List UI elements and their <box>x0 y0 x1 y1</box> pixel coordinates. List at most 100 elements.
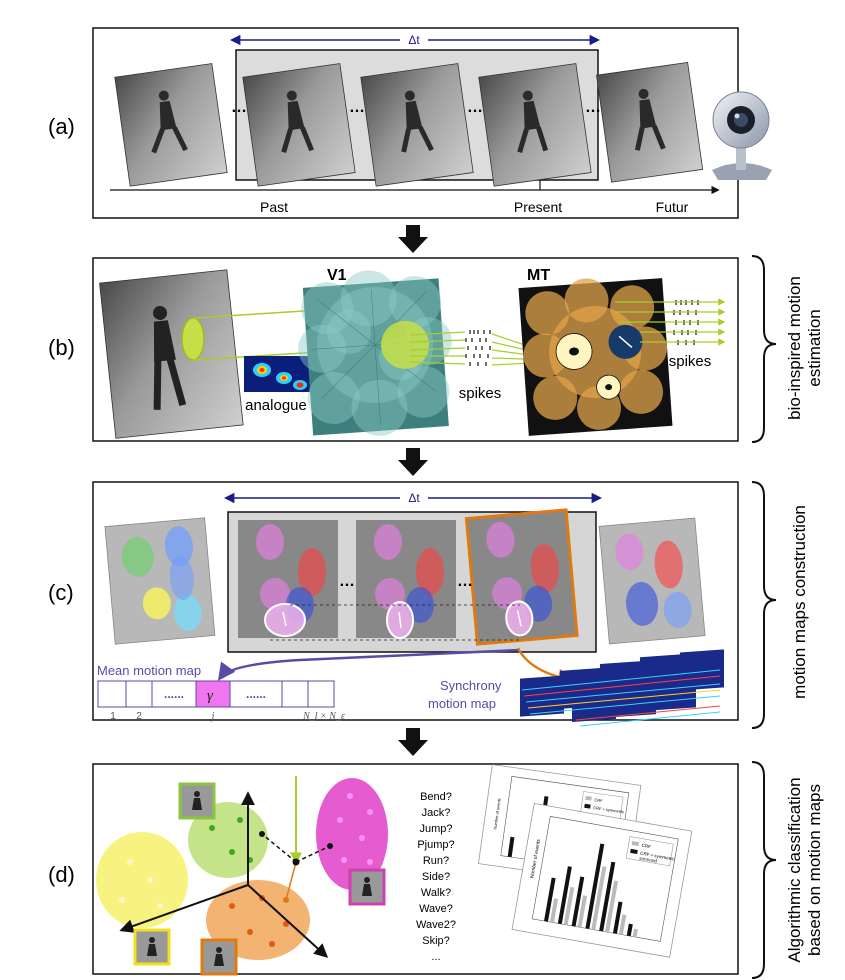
delta-t-c-bg <box>400 490 428 504</box>
tick-1: 1 <box>110 711 116 722</box>
panel-d-label: (d) <box>48 862 75 887</box>
panel-a: Δt … … <box>48 27 772 219</box>
class-jack: Jack? <box>422 807 451 819</box>
video-frames <box>114 61 704 187</box>
ylabel-back: Number of events <box>492 798 501 830</box>
mt-output-lines <box>615 298 726 346</box>
thumb-green <box>178 782 216 820</box>
sync-label-1: Synchrony <box>440 678 502 693</box>
gamma-symbol: γ <box>207 688 214 704</box>
mean-motion-vector: ...... ...... γ <box>97 680 335 708</box>
class-pjump: Pjump? <box>417 839 454 851</box>
legend-front-crf-surround: CRF + symmetric <box>640 851 676 862</box>
side-labels: bio-inspired motion estimation motion ma… <box>785 276 824 962</box>
tick-j: j <box>210 711 215 722</box>
dist-green <box>261 833 297 863</box>
mt-map <box>518 278 673 436</box>
class-side: Side? <box>422 871 450 883</box>
flow-arrow-bc <box>398 448 428 476</box>
frame-past <box>114 63 228 187</box>
spikes-label-2: spikes <box>669 353 712 370</box>
thumb-yellow <box>133 928 171 966</box>
dots-2: … <box>349 99 365 116</box>
delta-t-bg <box>400 32 428 46</box>
dots-c-1: … <box>339 573 355 590</box>
dots-1: … <box>231 99 247 116</box>
side-label-c: motion maps construction <box>790 505 809 699</box>
frame-c-1 <box>238 520 338 638</box>
receptive-field-patch <box>181 317 205 361</box>
thumb-magenta <box>348 868 386 906</box>
vector-dots-right: ...... <box>246 687 266 701</box>
dist-magenta <box>295 845 331 863</box>
dots-4: … <box>585 99 601 116</box>
axis-y <box>247 884 329 958</box>
class-list: Bend? Jack? Jump? Pjump? Run? Side? Walk… <box>416 791 456 963</box>
side-label-b-1: bio-inspired motion <box>785 276 804 420</box>
timeline-past: Past <box>260 199 288 215</box>
v1-map <box>298 270 452 436</box>
dist-orange <box>285 861 297 901</box>
panel-c: Δt <box>48 481 739 727</box>
class-walk: Walk? <box>421 887 451 899</box>
side-label-b-2: estimation <box>805 309 824 386</box>
brace-c <box>751 481 777 729</box>
thumb-orange <box>200 938 238 976</box>
delta-t-label-c: Δt <box>408 491 420 505</box>
panel-b: analogue V1 sp <box>48 257 739 442</box>
brace-d <box>751 761 777 979</box>
query-point <box>292 858 300 866</box>
class-more: ... <box>431 951 440 963</box>
v1-label: V1 <box>327 267 347 284</box>
mean-motion-map-label: Mean motion map <box>97 663 201 678</box>
overlay-frames <box>104 508 706 646</box>
sync-label-2: motion map <box>428 696 496 711</box>
frame-c-future <box>598 517 706 645</box>
tick-2: 2 <box>136 711 142 722</box>
class-skip: Skip? <box>422 935 450 947</box>
timeline-present: Present <box>514 199 562 215</box>
spikes-label-1: spikes <box>459 385 502 402</box>
class-jump: Jump? <box>419 823 452 835</box>
frame-3 <box>478 63 592 187</box>
delta-t-label: Δt <box>408 33 420 47</box>
tick-last: N_l × N_ε <box>302 711 345 722</box>
frame-1 <box>242 63 356 187</box>
class-bend: Bend? <box>420 791 452 803</box>
brace-b <box>751 255 777 443</box>
dots-3: … <box>467 99 483 116</box>
spike-train-1 <box>465 330 491 366</box>
mt-label: MT <box>527 267 550 284</box>
analogue-heatmap <box>244 356 310 392</box>
vector-dots-left: ...... <box>164 687 184 701</box>
frame-c-past <box>104 517 216 645</box>
class-wave2: Wave2? <box>416 919 456 931</box>
panel-d: Bend? Jack? Jump? Pjump? Run? Side? Walk… <box>48 763 739 976</box>
timeline-future: Futur <box>656 199 689 215</box>
synchrony-matrices <box>520 649 724 727</box>
frame-c-2 <box>356 520 456 639</box>
analogue-label: analogue <box>245 397 307 414</box>
class-run: Run? <box>423 855 449 867</box>
frame-c-3 <box>464 508 579 646</box>
legend-back-surround: CRF + symmetric <box>593 805 624 814</box>
feature-space <box>96 776 388 976</box>
panel-b-label: (b) <box>48 335 75 360</box>
dots-c-2: … <box>457 573 473 590</box>
cluster-yellow <box>96 832 188 928</box>
legend-back-crf: CRF <box>594 797 603 803</box>
legend-front-crf: CRF <box>641 843 651 850</box>
class-wave: Wave? <box>419 903 453 915</box>
side-label-d-2: based on motion maps <box>805 784 824 956</box>
flow-arrow-cd <box>398 728 428 756</box>
webcam-icon <box>712 91 772 180</box>
panel-a-label: (a) <box>48 114 75 139</box>
walker-image <box>99 269 244 439</box>
frame-2 <box>360 63 474 187</box>
side-label-d-1: Algorithmic classification <box>785 777 804 962</box>
histogram-front: CRF CRF + symmetric surround Number of e… <box>511 802 693 958</box>
flow-arrow-ab <box>398 225 428 253</box>
axis-x <box>119 884 249 933</box>
frame-future <box>596 61 704 183</box>
